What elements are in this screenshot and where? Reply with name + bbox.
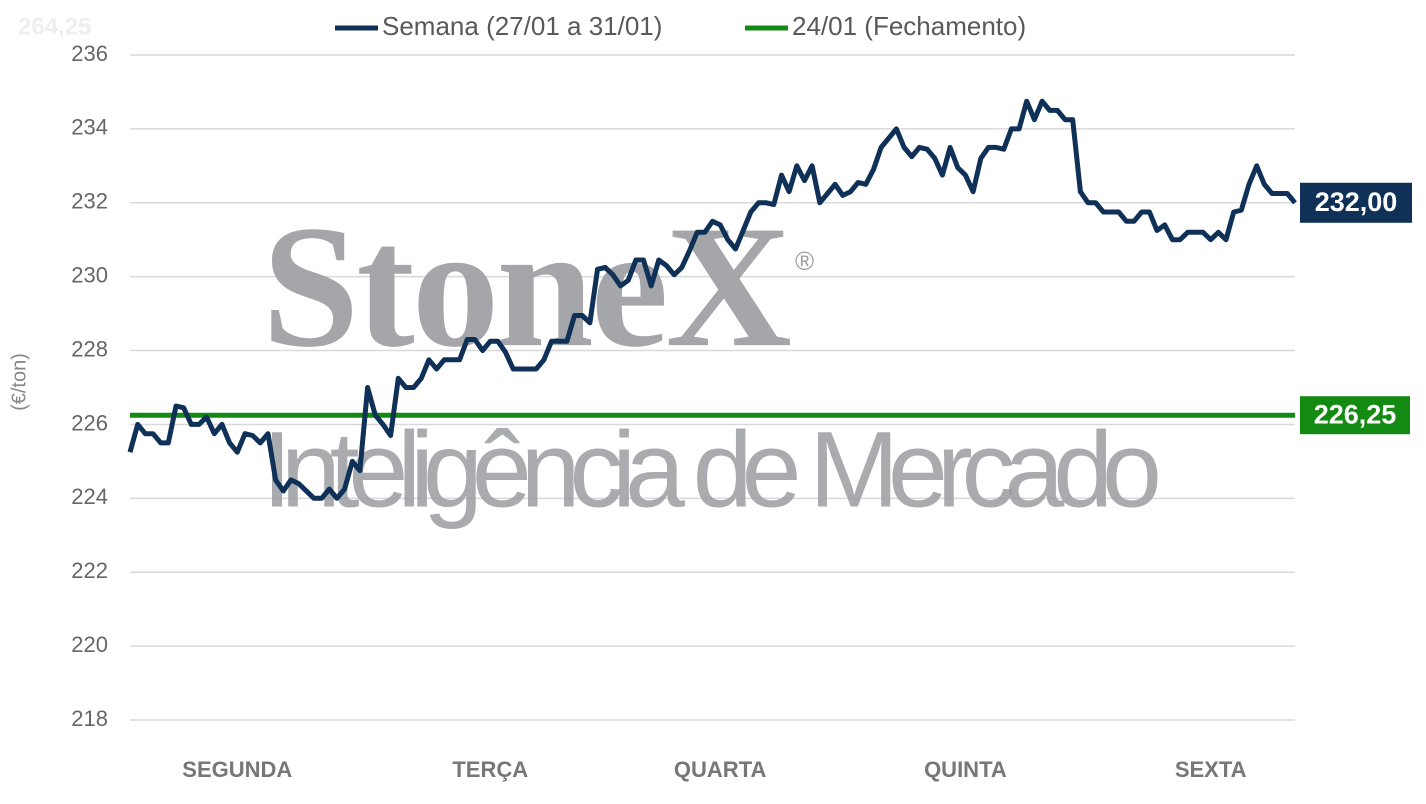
x-tick-label: TERÇA <box>452 757 528 782</box>
corner-label: 264,25 <box>18 13 91 40</box>
value-label-bg <box>1300 396 1410 435</box>
watermark-tagline: Inteligência de Mercado <box>262 409 1162 530</box>
y-tick-label: 228 <box>71 336 108 361</box>
watermark-brand: StoneX <box>262 189 792 383</box>
legend-label: 24/01 (Fechamento) <box>792 11 1026 41</box>
y-tick-label: 224 <box>71 484 108 509</box>
y-tick-label: 226 <box>71 410 108 435</box>
legend-label: Semana (27/01 a 31/01) <box>382 11 662 41</box>
x-tick-label: SEXTA <box>1175 757 1247 782</box>
y-tick-label: 222 <box>71 558 108 583</box>
y-tick-label: 234 <box>71 115 108 140</box>
line-series <box>127 98 1297 501</box>
value-label-bg <box>1300 182 1412 223</box>
y-tick-label: 236 <box>71 41 108 66</box>
value-label: 232,00 <box>1315 187 1398 217</box>
x-tick-label: QUARTA <box>674 757 767 782</box>
x-tick-label: SEGUNDA <box>182 757 292 782</box>
y-tick-label: 230 <box>71 262 108 287</box>
y-axis-label: (€/ton) <box>8 353 30 411</box>
x-tick-label: QUINTA <box>924 757 1007 782</box>
y-tick-label: 218 <box>71 706 108 731</box>
value-label: 226,25 <box>1314 399 1397 429</box>
watermark-registered: ® <box>795 246 814 276</box>
y-tick-label: 220 <box>71 632 108 657</box>
y-tick-label: 232 <box>71 189 108 214</box>
